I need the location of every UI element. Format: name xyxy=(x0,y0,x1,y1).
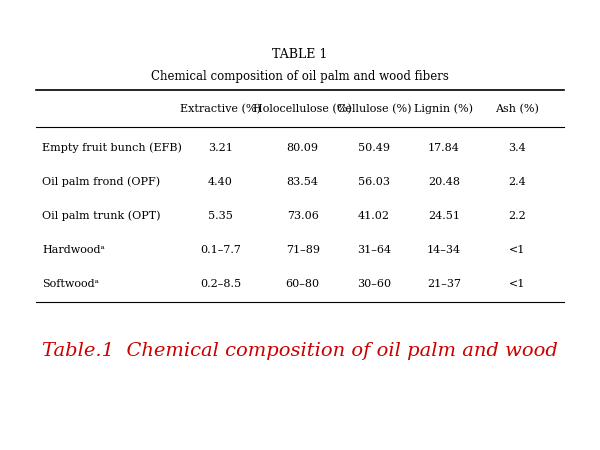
Text: 83.54: 83.54 xyxy=(287,177,319,187)
Text: Oil palm trunk (OPT): Oil palm trunk (OPT) xyxy=(42,211,160,221)
Text: Chemical composition of oil palm and wood fibers: Chemical composition of oil palm and woo… xyxy=(151,70,449,83)
Text: 50.49: 50.49 xyxy=(358,143,390,153)
Text: Extractive (%): Extractive (%) xyxy=(180,104,261,114)
Text: 14–34: 14–34 xyxy=(427,245,461,255)
Text: 60–80: 60–80 xyxy=(286,279,320,289)
Text: 71–89: 71–89 xyxy=(286,245,320,255)
Text: Softwoodᵃ: Softwoodᵃ xyxy=(42,279,99,289)
Text: 30–60: 30–60 xyxy=(357,279,391,289)
Text: Cellulose (%): Cellulose (%) xyxy=(337,104,412,114)
Text: 3.21: 3.21 xyxy=(208,143,233,153)
Text: 21–37: 21–37 xyxy=(427,279,461,289)
Text: Ash (%): Ash (%) xyxy=(495,104,539,114)
Text: 3.4: 3.4 xyxy=(508,143,526,153)
Text: 20.48: 20.48 xyxy=(428,177,460,187)
Text: 0.1–7.7: 0.1–7.7 xyxy=(200,245,241,255)
Text: 5.35: 5.35 xyxy=(208,211,233,221)
Text: 73.06: 73.06 xyxy=(287,211,319,221)
Text: 2.2: 2.2 xyxy=(508,211,526,221)
Text: 2.4: 2.4 xyxy=(508,177,526,187)
Text: TABLE 1: TABLE 1 xyxy=(272,48,328,60)
Text: Oil palm frond (OPF): Oil palm frond (OPF) xyxy=(42,176,160,187)
Text: Empty fruit bunch (EFB): Empty fruit bunch (EFB) xyxy=(42,142,182,153)
Text: Hardwoodᵃ: Hardwoodᵃ xyxy=(42,245,105,255)
Text: 0.2–8.5: 0.2–8.5 xyxy=(200,279,241,289)
Text: <1: <1 xyxy=(509,245,525,255)
Text: 24.51: 24.51 xyxy=(428,211,460,221)
Text: Table.1  Chemical composition of oil palm and wood: Table.1 Chemical composition of oil palm… xyxy=(42,342,558,360)
Text: 80.09: 80.09 xyxy=(287,143,319,153)
Text: <1: <1 xyxy=(509,279,525,289)
Text: 17.84: 17.84 xyxy=(428,143,460,153)
Text: 31–64: 31–64 xyxy=(357,245,391,255)
Text: 41.02: 41.02 xyxy=(358,211,390,221)
Text: 4.40: 4.40 xyxy=(208,177,233,187)
Text: Lignin (%): Lignin (%) xyxy=(415,104,473,114)
Text: Holocellulose (%): Holocellulose (%) xyxy=(253,104,352,114)
Text: 56.03: 56.03 xyxy=(358,177,390,187)
